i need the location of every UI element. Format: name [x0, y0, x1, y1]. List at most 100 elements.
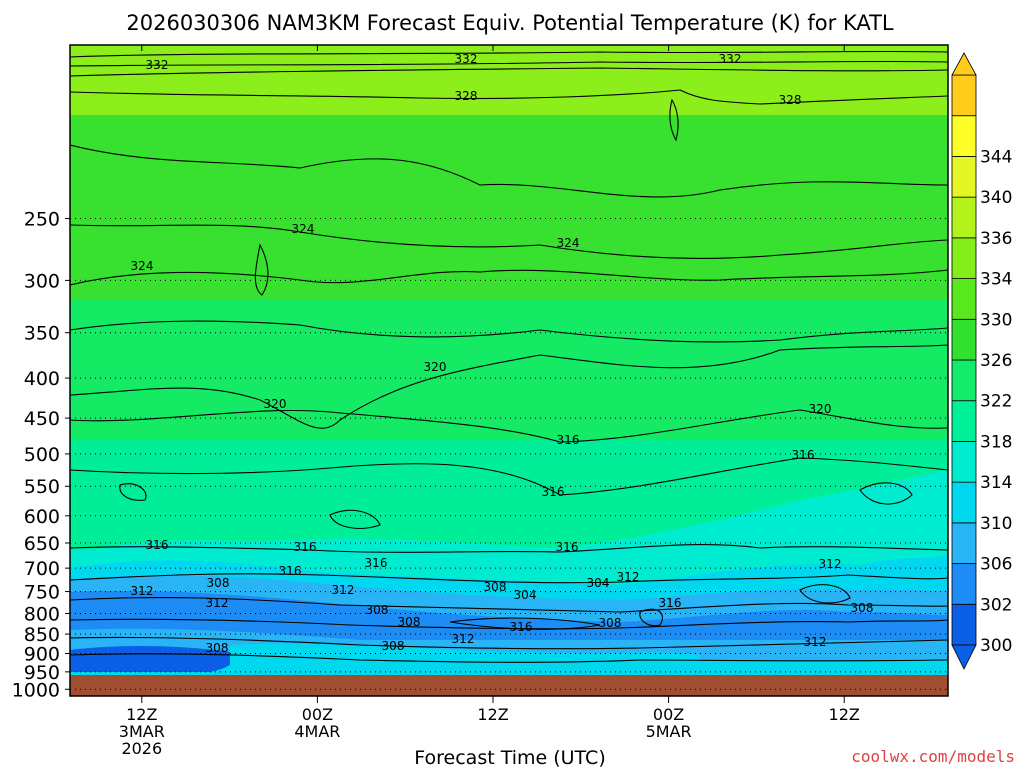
- x-tick-label-day: 5MAR: [646, 722, 692, 741]
- colorbar-swatch: [951, 278, 977, 320]
- contour-label: 308: [382, 639, 405, 653]
- x-tick-label-hour: 00Z: [302, 705, 333, 724]
- x-tick-label-year: 2026: [121, 739, 162, 758]
- contour-label: 308: [599, 616, 622, 630]
- y-tick-label: 750: [24, 582, 60, 604]
- band-302: [70, 590, 948, 640]
- contour-label: 332: [146, 58, 169, 72]
- x-axis-label: Forecast Time (UTC): [414, 747, 605, 768]
- contour-label: 304: [514, 588, 537, 602]
- contour-label: 308: [398, 615, 421, 629]
- contour-label: 316: [659, 596, 682, 610]
- y-tick-label: 700: [24, 558, 60, 580]
- x-tick-label-hour: 12Z: [126, 705, 157, 724]
- colorbar-swatch: [951, 237, 977, 279]
- contour-label: 332: [455, 52, 478, 66]
- colorbar-label: 330: [980, 310, 1012, 330]
- y-tick-label: 500: [24, 444, 60, 466]
- colorbar-label: 306: [980, 555, 1012, 575]
- colorbar-label: 334: [980, 270, 1012, 290]
- x-tick-label-hour: 12Z: [477, 705, 508, 724]
- colorbar-label: 340: [980, 188, 1012, 208]
- contour-label-group: 332 332 332 328 328 324 324 324 320 320 320 316 316 3…: [131, 52, 874, 655]
- sky-lower: [70, 300, 948, 440]
- colorbar-swatch: [951, 115, 977, 157]
- contour-lines: [70, 50, 948, 663]
- contour-label: 324: [292, 222, 315, 236]
- contour-label: 312: [819, 557, 842, 571]
- colorbar-swatch: [951, 359, 977, 402]
- colorbar-swatch: [951, 400, 977, 442]
- contour-label: 312: [206, 596, 229, 610]
- contour-label: 312: [452, 632, 475, 646]
- sky-upper: [70, 45, 948, 115]
- contour-label: 316: [146, 538, 169, 552]
- colorbar-swatch: [951, 196, 977, 239]
- colorbar-label: 318: [980, 432, 1012, 452]
- contour-label: 312: [332, 583, 355, 597]
- colorbar-swatch: [951, 522, 977, 564]
- contour-label: 304: [587, 576, 610, 590]
- band-300: [70, 646, 234, 672]
- y-tick-label: 850: [24, 624, 60, 646]
- y-tick-label: 650: [24, 533, 60, 555]
- y-tick-label: 350: [24, 323, 60, 345]
- contour-label: 312: [804, 635, 827, 649]
- colorbar-swatch: [951, 563, 977, 605]
- colorbar-label: 314: [980, 473, 1012, 493]
- y-tick-label: 800: [24, 603, 60, 625]
- contour-label: 316: [792, 448, 815, 462]
- watermark: coolwx.com/models: [851, 747, 1015, 766]
- colorbar-label: 344: [980, 147, 1012, 167]
- contour-label: 320: [264, 397, 287, 411]
- colorbar: 300 302 306 310 314 318 322 326 330 334 336 340 344: [951, 52, 1012, 670]
- colorbar-label: 322: [980, 392, 1012, 412]
- y-tick-label: 250: [24, 208, 60, 230]
- contour-label: 324: [131, 259, 154, 273]
- contour-label: 332: [719, 52, 742, 66]
- contour-label: 308: [851, 601, 874, 615]
- colorbar-top-arrow: [951, 52, 977, 76]
- colorbar-label: 300: [980, 636, 1012, 656]
- colorbar-label: 326: [980, 351, 1012, 371]
- y-tick-label: 300: [24, 270, 60, 292]
- colorbar-label: 302: [980, 595, 1012, 615]
- contour-label: 312: [131, 584, 154, 598]
- band-310-surface: [230, 643, 700, 675]
- contour-label: 308: [207, 576, 230, 590]
- chart-title: 2026030306 NAM3KM Forecast Equiv. Potent…: [126, 11, 894, 35]
- y-tick-label: 550: [24, 476, 60, 498]
- x-tick-label-hour: 00Z: [653, 705, 684, 724]
- ground: [70, 675, 948, 696]
- colorbar-swatch: [951, 318, 977, 361]
- contour-label: 328: [779, 93, 802, 107]
- contour-label: 316: [279, 564, 302, 578]
- contour-label: 316: [510, 620, 533, 634]
- colorbar-label: 336: [980, 229, 1012, 249]
- x-tick-label-day: 3MAR: [119, 722, 165, 741]
- y-tick-label: 1000: [12, 679, 60, 701]
- colorbar-swatch: [951, 156, 977, 198]
- y-tick-label: 450: [24, 408, 60, 430]
- contour-label: 316: [556, 540, 579, 554]
- x-tick-label-day: 4MAR: [294, 722, 340, 741]
- contour-label: 320: [424, 360, 447, 374]
- y-tick-label: 950: [24, 662, 60, 684]
- plot-area: [70, 45, 948, 696]
- contour-label: 316: [542, 485, 565, 499]
- contour-label: 324: [557, 236, 580, 250]
- colorbar-swatch: [951, 441, 977, 483]
- colorbar-bottom-arrow: [951, 644, 977, 670]
- colorbar-swatch: [951, 74, 977, 117]
- contour-label: 308: [366, 603, 389, 617]
- contour-label: 316: [294, 540, 317, 554]
- x-tick-label-hour: 12Z: [829, 705, 860, 724]
- contour-label: 316: [365, 556, 388, 570]
- colorbar-label: 310: [980, 514, 1012, 534]
- y-tick-label: 600: [24, 506, 60, 528]
- contour-label: 320: [809, 402, 832, 416]
- contour-label: 312: [617, 570, 640, 584]
- y-tick-label: 400: [24, 368, 60, 390]
